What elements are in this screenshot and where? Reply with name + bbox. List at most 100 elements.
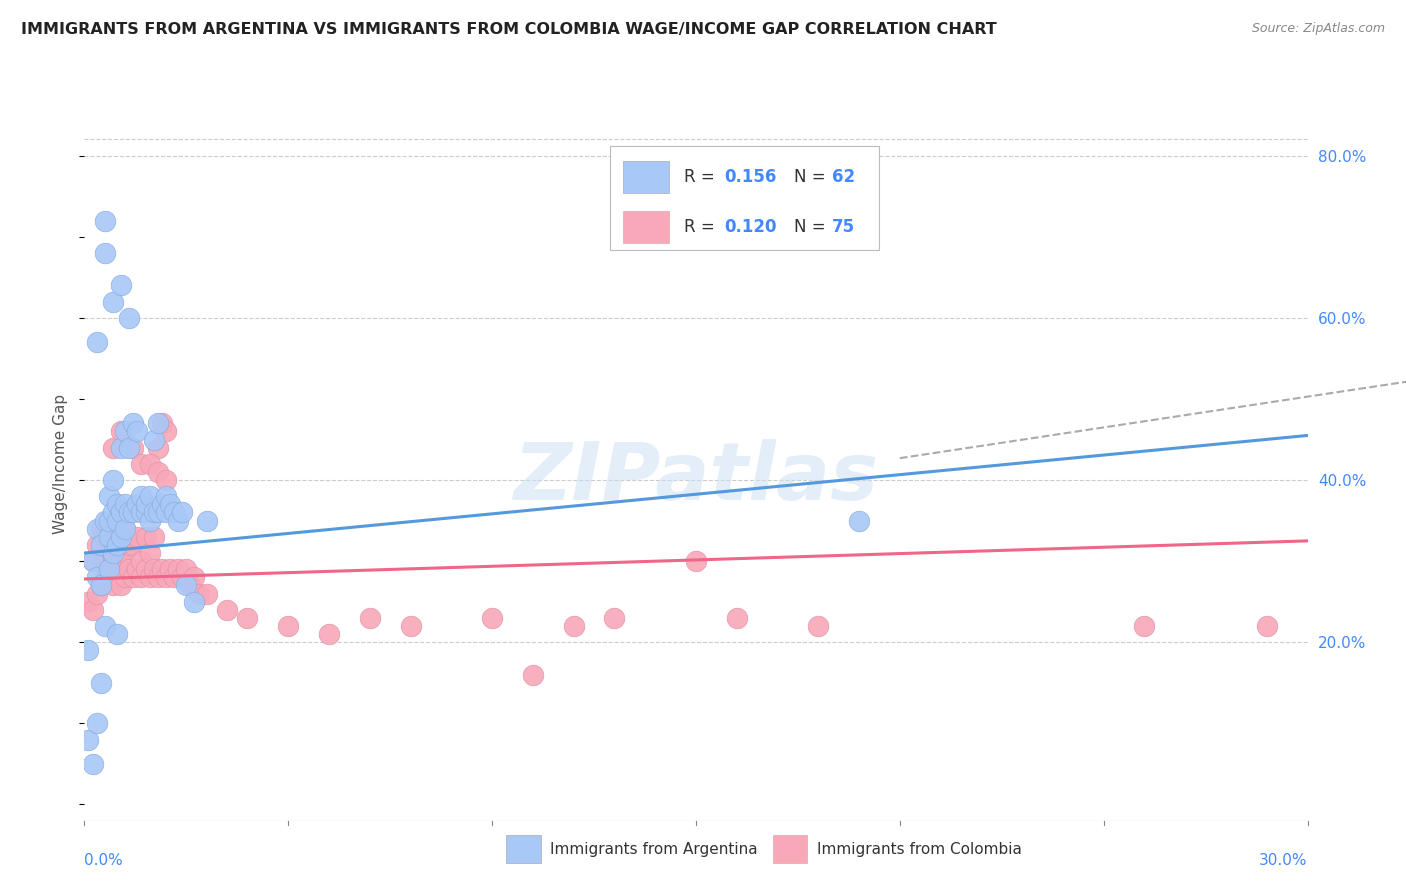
- Text: 0.0%: 0.0%: [84, 853, 124, 868]
- Text: 62: 62: [832, 168, 855, 186]
- Point: [82, 603, 104, 617]
- Point: [131, 554, 153, 568]
- FancyBboxPatch shape: [610, 146, 880, 250]
- Point: [195, 514, 218, 528]
- Point: [135, 530, 157, 544]
- Point: [82, 554, 104, 568]
- Point: [105, 570, 128, 584]
- Point: [127, 497, 149, 511]
- Point: [172, 506, 194, 520]
- Point: [131, 570, 153, 584]
- Point: [105, 497, 128, 511]
- Point: [848, 514, 870, 528]
- Point: [127, 562, 149, 576]
- Point: [97, 562, 120, 576]
- Point: [93, 619, 117, 633]
- Point: [138, 457, 160, 471]
- Point: [86, 538, 108, 552]
- Text: 75: 75: [832, 218, 855, 235]
- Point: [110, 506, 132, 520]
- Point: [86, 522, 108, 536]
- Point: [110, 578, 132, 592]
- Text: N =: N =: [794, 168, 831, 186]
- Point: [138, 514, 160, 528]
- Point: [101, 522, 124, 536]
- Point: [93, 514, 117, 528]
- Point: [187, 586, 209, 600]
- Point: [167, 562, 190, 576]
- Point: [77, 595, 100, 609]
- Point: [122, 538, 145, 552]
- Point: [97, 538, 120, 552]
- FancyBboxPatch shape: [623, 211, 669, 243]
- Point: [195, 586, 218, 600]
- Point: [127, 425, 149, 439]
- Point: [135, 562, 157, 576]
- Point: [118, 310, 141, 325]
- Point: [110, 554, 132, 568]
- Point: [1256, 619, 1278, 633]
- Point: [1133, 619, 1156, 633]
- Point: [90, 675, 112, 690]
- Point: [481, 611, 503, 625]
- Point: [138, 570, 160, 584]
- Point: [77, 732, 100, 747]
- Point: [183, 570, 205, 584]
- Point: [118, 538, 141, 552]
- Point: [142, 506, 165, 520]
- Point: [118, 562, 141, 576]
- FancyBboxPatch shape: [506, 835, 541, 863]
- Point: [118, 441, 141, 455]
- Point: [603, 611, 626, 625]
- Point: [562, 619, 585, 633]
- Point: [86, 570, 108, 584]
- Point: [138, 546, 160, 560]
- Point: [82, 554, 104, 568]
- Point: [135, 506, 157, 520]
- Point: [90, 578, 112, 592]
- Point: [155, 570, 177, 584]
- Point: [101, 546, 124, 560]
- Point: [105, 554, 128, 568]
- Point: [86, 335, 108, 350]
- Text: Immigrants from Colombia: Immigrants from Colombia: [817, 842, 1022, 856]
- Point: [114, 522, 136, 536]
- Point: [142, 530, 165, 544]
- Point: [114, 425, 136, 439]
- Point: [146, 441, 169, 455]
- Point: [110, 530, 132, 544]
- Point: [522, 667, 544, 681]
- Text: 0.120: 0.120: [724, 218, 776, 235]
- Point: [176, 578, 198, 592]
- Text: Source: ZipAtlas.com: Source: ZipAtlas.com: [1251, 22, 1385, 36]
- Point: [122, 441, 145, 455]
- Point: [105, 530, 128, 544]
- Point: [114, 570, 136, 584]
- Point: [122, 570, 145, 584]
- Point: [146, 570, 169, 584]
- Point: [93, 554, 117, 568]
- Text: R =: R =: [683, 168, 720, 186]
- Point: [150, 497, 173, 511]
- Point: [167, 514, 190, 528]
- Point: [101, 473, 124, 487]
- Point: [93, 213, 117, 227]
- Point: [155, 425, 177, 439]
- Point: [122, 506, 145, 520]
- Point: [807, 619, 830, 633]
- Point: [101, 578, 124, 592]
- Point: [122, 417, 145, 431]
- Point: [155, 506, 177, 520]
- Point: [110, 441, 132, 455]
- Point: [77, 643, 100, 657]
- Point: [277, 619, 299, 633]
- Point: [159, 562, 181, 576]
- Point: [90, 522, 112, 536]
- Point: [110, 278, 132, 293]
- FancyBboxPatch shape: [773, 835, 807, 863]
- Point: [105, 627, 128, 641]
- Point: [131, 489, 153, 503]
- Point: [236, 611, 259, 625]
- Point: [97, 489, 120, 503]
- Text: 30.0%: 30.0%: [1260, 853, 1308, 868]
